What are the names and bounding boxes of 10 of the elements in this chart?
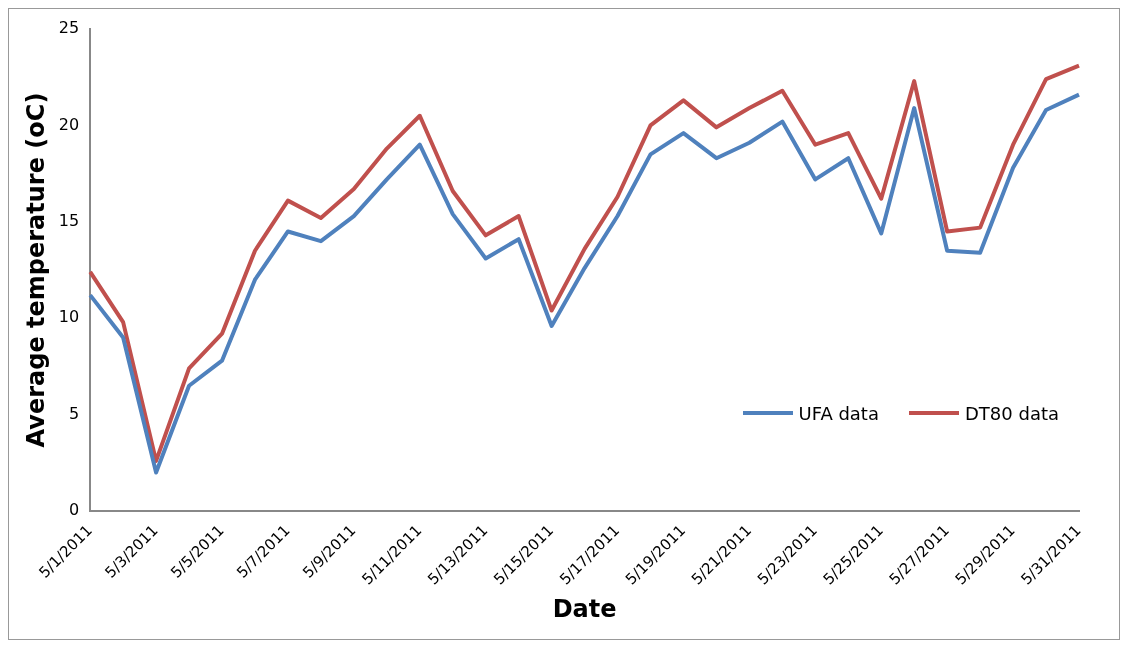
y-tick-label: 20 — [58, 114, 80, 134]
y-axis-title: Average temperature (oC) — [21, 92, 50, 448]
y-tick-label: 5 — [68, 403, 80, 423]
legend-label: UFA data — [798, 402, 879, 424]
x-axis-title: Date — [552, 594, 617, 623]
y-tick-label: 10 — [58, 307, 80, 327]
legend-label: DT80 data — [964, 402, 1059, 424]
y-tick-label: 0 — [68, 500, 80, 520]
y-tick-label: 25 — [58, 18, 80, 38]
y-tick-label: 15 — [58, 210, 80, 230]
